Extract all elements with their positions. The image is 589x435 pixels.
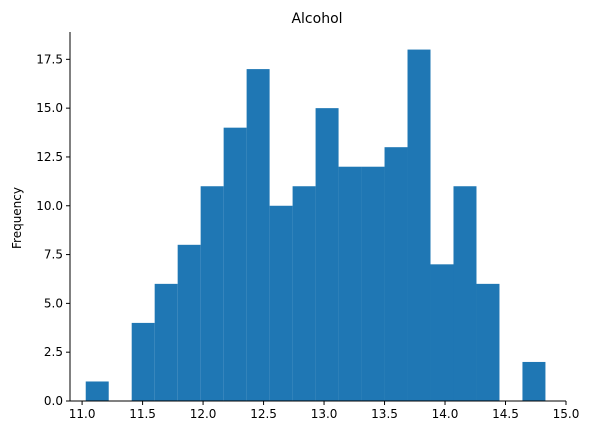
x-tick-label: 13.5 [371,407,398,421]
histogram-bar [385,147,408,401]
x-axis: 11.0 11.5 12.0 12.5 13.0 13.5 14.0 14.5 15.0 [69,401,580,421]
histogram-bar [155,284,178,401]
histogram-bar [132,323,155,401]
y-tick-label: 15.0 [36,101,63,115]
x-tick-label: 12.5 [250,407,277,421]
histogram-bar [408,50,431,401]
histogram-bar [178,245,201,401]
histogram-bar [293,186,316,401]
y-tick-label: 0.0 [44,394,63,408]
x-tick-label: 14.0 [432,407,459,421]
y-tick-label: 5.0 [44,296,63,310]
y-tick-label: 12.5 [36,150,63,164]
y-tick-label: 7.5 [44,248,63,262]
histogram-bar [339,167,362,401]
y-tick-label: 10.0 [36,199,63,213]
histogram-bar [201,186,224,401]
histogram-bar [453,186,476,401]
x-tick-label: 11.0 [69,407,96,421]
y-axis: 0.0 2.5 5.0 7.5 10.0 12.5 15.0 17.5 [36,32,70,408]
y-tick-label: 17.5 [36,52,63,66]
histogram-bar [522,362,545,401]
histogram-bar [247,69,270,401]
x-tick-label: 13.0 [311,407,338,421]
histogram-bar [86,381,109,401]
y-axis-label: Frequency [10,187,24,249]
bars-group [86,50,546,401]
x-tick-label: 12.0 [190,407,217,421]
y-tick-label: 2.5 [44,345,63,359]
histogram-bar [431,264,454,401]
histogram-bar [476,284,499,401]
x-tick-label: 15.0 [553,407,580,421]
x-tick-label: 14.5 [492,407,519,421]
x-tick-label: 11.5 [129,407,156,421]
histogram-bar [224,128,247,401]
histogram-bar [270,206,293,401]
chart-title: Alcohol [291,11,342,27]
histogram-bar [316,108,339,401]
histogram-bar [362,167,385,401]
